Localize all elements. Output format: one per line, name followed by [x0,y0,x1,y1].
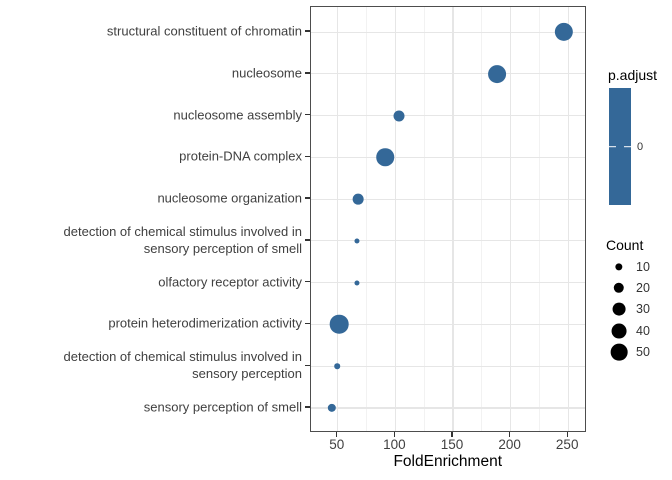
data-point [487,64,506,83]
y-tick-mark [304,364,310,366]
y-axis-label: structural constituent of chromatin [0,23,302,40]
y-tick-mark [304,30,310,32]
gridline-major-x200 [510,7,512,431]
y-tick-mark [304,72,310,74]
gridline-row-9 [310,407,585,409]
y-tick-mark [304,406,310,408]
y-axis-label-line: sensory perception [192,366,302,382]
gridline-major-x250 [567,7,569,431]
x-tick-mark [336,431,338,437]
y-axis-label-line: sensory perception of smell [143,240,302,256]
count-key-label: 20 [636,280,650,295]
y-axis-label-line: protein heterodimerization activity [108,315,302,331]
colorbar-tick-right [624,145,631,148]
count-key-label: 50 [636,345,650,360]
y-axis-label: nucleosome organization [0,190,302,207]
x-tick-label: 250 [555,436,579,452]
y-axis-label-line: nucleosome [231,65,302,81]
gridline-major-x150 [452,7,454,431]
y-axis-label: olfactory receptor activity [0,273,302,290]
data-point [334,363,341,369]
y-axis-label-line: detection of chemical stimulus involved … [63,223,302,239]
y-axis-label: detection of chemical stimulus involved … [0,223,302,257]
y-tick-mark [304,197,310,199]
gridline-row-6 [310,282,585,284]
count-key-label: 10 [636,259,650,274]
data-point [554,22,573,42]
x-axis-title: FoldEnrichment [393,452,503,470]
data-point [354,238,360,244]
x-tick-label: 50 [329,436,345,452]
count-key-dot [613,282,625,294]
x-tick-mark [393,431,396,437]
count-key-label: 40 [636,323,650,338]
data-point [352,193,364,205]
gridline-minor-x125 [423,7,425,431]
gridline-row-7 [310,323,585,325]
gridline-row-1 [310,73,585,75]
data-point [393,110,405,122]
gridline-major-x100 [394,7,396,431]
count-key-label: 30 [636,302,650,317]
y-axis-label-line: protein-DNA complex [179,148,302,164]
y-tick-mark [304,113,310,116]
gridline-row-0 [310,31,585,33]
gridline-major-x50 [337,7,339,431]
gridline-minor-x175 [481,7,483,431]
y-axis-label-line: sensory perception of smell [143,399,302,415]
y-axis-label-line: nucleosome organization [157,190,302,206]
padjust-legend-title: p.adjust [608,67,658,83]
colorbar-tick-left [608,145,616,148]
y-axis-label: nucleosome [0,64,302,81]
y-axis-label-line: olfactory receptor activity [158,274,302,290]
gridline-minor-x225 [538,7,540,431]
count-key-dot [610,343,628,361]
y-tick-mark [304,322,310,325]
y-tick-mark [304,281,310,283]
x-tick-label: 200 [498,436,521,452]
x-tick-mark [566,431,568,437]
data-point [354,280,360,286]
y-axis-label-line: nucleosome assembly [173,107,302,123]
x-tick-mark [451,431,453,437]
y-tick-mark [304,155,310,158]
gridline-minor-x75 [366,7,368,431]
gridline-row-8 [310,365,585,367]
x-tick-label: 150 [440,436,464,452]
y-tick-mark [304,239,310,241]
padjust-tick-label: 0 [637,140,644,153]
gridline-row-2 [310,115,585,117]
data-point [376,148,394,167]
x-tick-mark [508,431,511,437]
data-point [329,315,349,334]
gridline-row-3 [310,156,585,158]
gridline-row-4 [310,198,585,200]
y-axis-label: protein-DNA complex [0,148,302,165]
y-axis-label-line: structural constituent of chromatin [106,23,302,39]
gridline-row-5 [310,240,585,242]
y-axis-label: detection of chemical stimulus involved … [0,348,302,382]
y-axis-label-line: detection of chemical stimulus involved … [63,349,302,365]
padjust-colorbar [608,88,631,205]
count-key-dot [611,323,627,339]
y-axis-label: nucleosome assembly [0,106,302,123]
x-tick-label: 100 [383,436,406,452]
count-legend-title: Count [606,237,644,253]
y-axis-labels: structural constituent of chromatin nucle… [0,6,302,432]
count-key-dot [615,262,623,271]
y-axis-label: protein heterodimerization activity [0,315,302,332]
y-axis-label: sensory perception of smell [0,398,302,415]
data-point [327,403,337,413]
plot-panel [309,6,586,432]
count-key-dot [612,302,626,316]
